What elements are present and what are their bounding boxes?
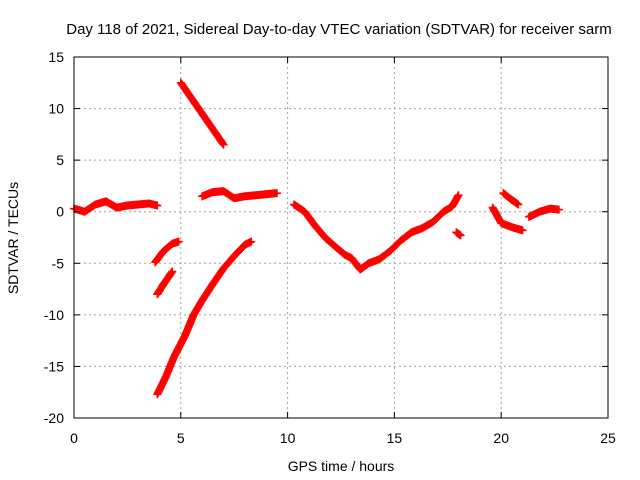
series-arc-10 (499, 189, 523, 209)
x-axis-label: GPS time / hours (288, 458, 395, 474)
series-arc-8 (452, 228, 465, 240)
y-axis: -20 -15 -10 -5 0 5 10 15 (44, 49, 608, 426)
x-tick-label: 0 (70, 430, 78, 446)
series-arc-9 (488, 203, 527, 235)
x-tick-label: 25 (600, 430, 616, 446)
series-arc-4 (153, 237, 256, 399)
chart-title: Day 118 of 2021, Sidereal Day-to-day VTE… (66, 21, 611, 38)
y-tick-label: -10 (44, 307, 64, 323)
data-point (518, 226, 527, 235)
y-tick-label: 10 (48, 101, 64, 117)
plot-frame (73, 56, 609, 419)
x-tick-label: 15 (387, 430, 403, 446)
x-tick-label: 20 (493, 430, 509, 446)
data-point (456, 231, 465, 240)
data-point (554, 205, 563, 214)
series-arc-11 (524, 204, 563, 221)
data-point (218, 139, 227, 148)
data-point (153, 201, 162, 210)
y-tick-label: -20 (44, 410, 64, 426)
series-arc-3 (153, 267, 177, 299)
data-point (514, 200, 523, 209)
y-tick-label: -5 (52, 255, 65, 271)
data-point (272, 189, 281, 198)
series-arc-1 (70, 197, 162, 216)
y-axis-label: SDTVAR / TECUs (5, 182, 21, 294)
series-arc-5 (176, 78, 228, 149)
data-point (219, 140, 228, 149)
x-axis: 0 5 10 15 20 25 (70, 57, 616, 446)
data-series (70, 78, 563, 399)
series-arc-7 (290, 191, 463, 274)
data-point (247, 237, 256, 246)
x-tick-label: 10 (280, 430, 296, 446)
data-point (174, 237, 183, 246)
y-tick-label: -15 (44, 358, 64, 374)
series-arc-6 (198, 187, 281, 203)
data-point (168, 267, 177, 276)
y-tick-label: 15 (48, 49, 64, 65)
y-tick-label: 0 (56, 204, 64, 220)
y-tick-label: 5 (56, 152, 64, 168)
data-point (454, 191, 463, 200)
series-arc-2 (151, 237, 183, 267)
x-tick-label: 5 (177, 430, 185, 446)
grid (74, 57, 608, 418)
